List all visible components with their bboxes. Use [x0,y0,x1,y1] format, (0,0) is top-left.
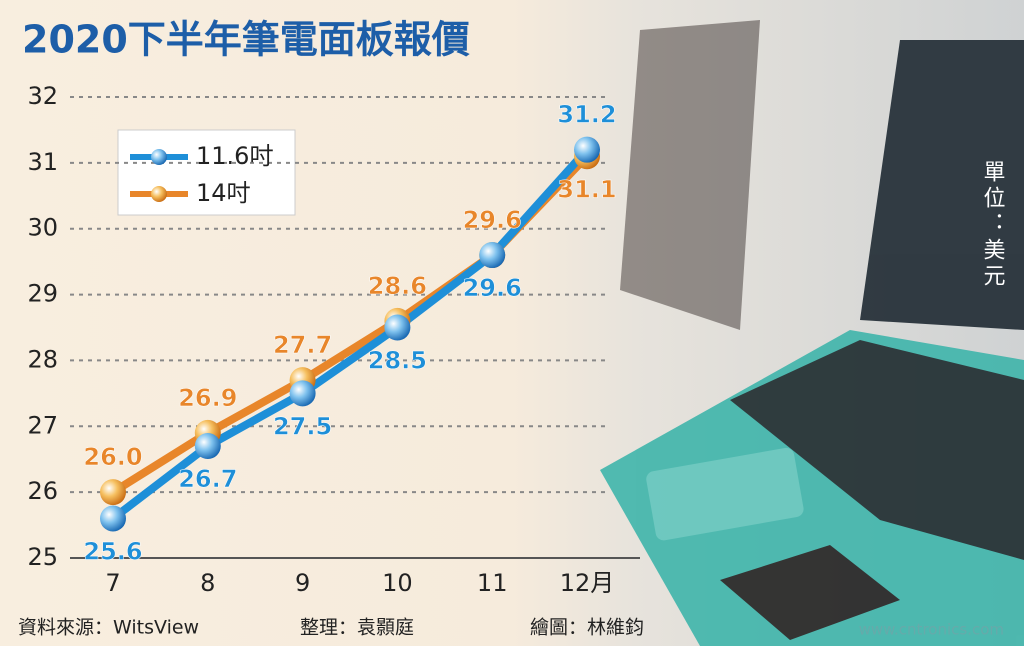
legend-marker [151,186,167,202]
data-label: 29.6 [463,274,522,302]
series-line [110,147,590,522]
watermark: www.cntronics.com [859,621,1004,639]
data-label: 26.0 [83,443,142,471]
data-point [100,479,126,506]
data-label: 26.7 [178,465,237,493]
y-tick-label: 32 [27,82,58,110]
legend-label: 11.6吋 [196,142,273,170]
data-point [194,433,221,460]
y-tick-label: 31 [27,148,58,176]
y-tick-label: 27 [27,411,58,439]
editor: 整理：袁顥庭 [300,617,414,639]
source: 資料來源：WitsView [18,617,199,639]
unit-label: 單位：美元 [980,160,1006,290]
y-tick-label: 28 [27,345,58,373]
legend [117,129,296,216]
y-tick-label: 26 [27,477,58,505]
x-tick-label: 12月 [560,569,615,597]
x-tick-label: 8 [200,569,215,597]
x-tick-label: 10 [382,569,413,597]
legend-label: 14吋 [196,179,251,207]
photo [600,20,1024,646]
data-point [574,136,600,163]
x-tick-label: 11 [477,569,508,597]
legend-marker [151,149,167,165]
artist: 繪圖：林維鈞 [530,617,644,639]
data-point [479,242,506,269]
data-label: 28.5 [368,347,427,375]
data-point [384,314,411,341]
data-label: 28.6 [368,272,427,300]
x-tick-label: 7 [105,569,120,597]
x-tick-label: 9 [295,569,310,597]
data-label: 31.2 [557,101,616,129]
data-point [289,380,316,407]
chart-title: 2020下半年筆電面板報價 [22,18,470,62]
data-label: 27.5 [273,412,332,440]
data-label: 29.6 [463,206,522,234]
y-tick-label: 25 [27,543,58,571]
data-label: 31.1 [557,175,616,203]
y-tick-label: 30 [27,214,58,242]
y-tick-label: 29 [27,280,58,308]
data-label: 27.7 [273,331,332,359]
data-label: 25.6 [83,537,142,565]
data-point [100,505,126,532]
data-label: 26.9 [178,384,237,412]
